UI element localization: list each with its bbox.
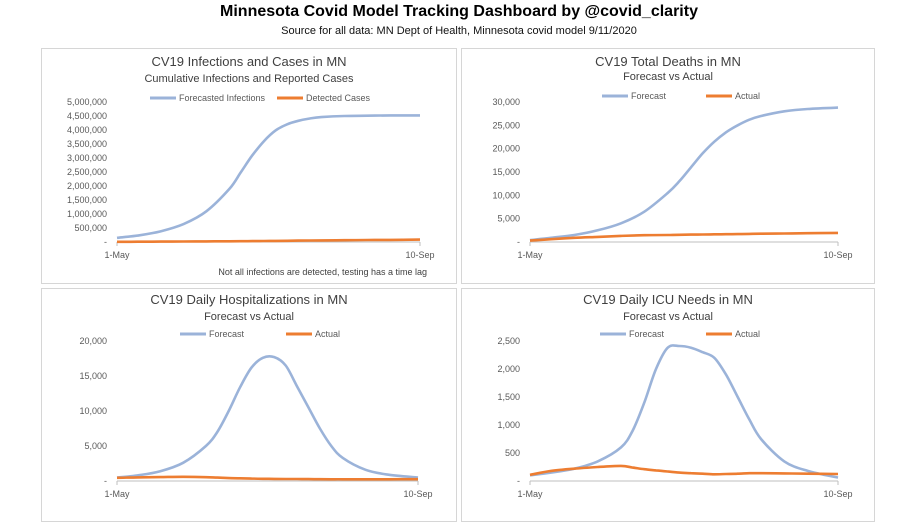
series-line-actual bbox=[529, 231, 839, 242]
y-tick-label: 10,000 bbox=[79, 406, 107, 416]
y-tick-label: 20,000 bbox=[79, 336, 107, 346]
y-tick-label: 2,500,000 bbox=[67, 167, 107, 177]
dashboard-title: Minnesota Covid Model Tracking Dashboard… bbox=[220, 3, 698, 20]
y-tick-label: 5,000 bbox=[497, 214, 520, 224]
y-tick-label: 4,000,000 bbox=[67, 125, 107, 135]
panel-icu: CV19 Daily ICU Needs in MN Forecast vs Ac… bbox=[461, 288, 875, 522]
chart-subtitle: Forecast vs Actual bbox=[204, 311, 294, 323]
legend-label: Actual bbox=[735, 329, 760, 339]
y-tick-label: 30,000 bbox=[492, 97, 520, 107]
y-tick-label: 2,000,000 bbox=[67, 181, 107, 191]
panel-deaths: CV19 Total Deaths in MN Forecast vs Actua… bbox=[461, 48, 875, 284]
y-tick-label: 4,500,000 bbox=[67, 111, 107, 121]
chart-subtitle: Forecast vs Actual bbox=[623, 71, 713, 83]
legend-label: Actual bbox=[315, 329, 340, 339]
y-tick-label: 2,000 bbox=[497, 364, 520, 374]
chart-title: CV19 Daily Hospitalizations in MN bbox=[150, 292, 347, 307]
legend-label: Forecast bbox=[631, 91, 667, 101]
y-tick-label: 2,500 bbox=[497, 336, 520, 346]
x-tick-label: 10-Sep bbox=[823, 489, 852, 499]
x-tick-label: 10-Sep bbox=[823, 250, 852, 260]
y-tick-label: - bbox=[517, 237, 520, 247]
y-tick-label: 1,000 bbox=[497, 420, 520, 430]
y-tick-label: 500 bbox=[505, 448, 520, 458]
panel-hospitalizations: CV19 Daily Hospitalizations in MN Forecas… bbox=[41, 288, 457, 522]
legend-label: Actual bbox=[735, 91, 760, 101]
y-tick-label: 1,000,000 bbox=[67, 209, 107, 219]
y-tick-label: 10,000 bbox=[492, 190, 520, 200]
y-tick-label: 3,500,000 bbox=[67, 139, 107, 149]
deaths-chart: CV19 Total Deaths in MN Forecast vs Actua… bbox=[492, 54, 852, 260]
chart-title: CV19 Infections and Cases in MN bbox=[151, 54, 346, 69]
icu-chart: CV19 Daily ICU Needs in MN Forecast vs Ac… bbox=[497, 292, 852, 499]
series-line-detected-cases bbox=[116, 238, 421, 244]
legend-label: Detected Cases bbox=[306, 93, 371, 103]
chart-note: Not all infections are detected, testing… bbox=[218, 267, 427, 277]
legend-label: Forecasted Infections bbox=[179, 93, 266, 103]
x-tick-label: 10-Sep bbox=[405, 250, 434, 260]
y-tick-label: - bbox=[104, 476, 107, 486]
infections-chart: CV19 Infections and Cases in MN Cumulativ… bbox=[67, 54, 435, 277]
hospitalizations-chart: CV19 Daily Hospitalizations in MN Forecas… bbox=[79, 292, 432, 499]
chart-title: CV19 Daily ICU Needs in MN bbox=[583, 292, 753, 307]
series-line-forecast bbox=[116, 354, 419, 479]
legend-label: Forecast bbox=[629, 329, 665, 339]
y-tick-label: 5,000,000 bbox=[67, 97, 107, 107]
series-line-actual bbox=[529, 464, 839, 477]
y-tick-label: 1,500,000 bbox=[67, 195, 107, 205]
series-line-forecast bbox=[529, 106, 839, 242]
y-tick-label: - bbox=[517, 476, 520, 486]
y-tick-label: 1,500 bbox=[497, 392, 520, 402]
x-tick-label: 1-May bbox=[104, 489, 130, 499]
dashboard-subtitle: Source for all data: MN Dept of Health, … bbox=[281, 25, 637, 37]
y-tick-label: 20,000 bbox=[492, 144, 520, 154]
y-tick-label: - bbox=[104, 237, 107, 247]
x-tick-label: 1-May bbox=[517, 250, 543, 260]
y-tick-label: 25,000 bbox=[492, 120, 520, 130]
x-tick-label: 1-May bbox=[517, 489, 543, 499]
chart-subtitle: Cumulative Infections and Reported Cases bbox=[144, 73, 354, 85]
y-tick-label: 3,000,000 bbox=[67, 153, 107, 163]
series-line-actual bbox=[116, 475, 419, 481]
series-line-forecasted-infections bbox=[116, 114, 420, 240]
x-tick-label: 1-May bbox=[104, 250, 130, 260]
chart-subtitle: Forecast vs Actual bbox=[623, 311, 713, 323]
series-line-forecast bbox=[529, 344, 839, 479]
x-tick-label: 10-Sep bbox=[403, 489, 432, 499]
y-tick-label: 15,000 bbox=[492, 167, 520, 177]
panel-infections: CV19 Infections and Cases in MN Cumulativ… bbox=[41, 48, 457, 284]
chart-title: CV19 Total Deaths in MN bbox=[595, 54, 741, 69]
legend-label: Forecast bbox=[209, 329, 245, 339]
y-tick-label: 15,000 bbox=[79, 371, 107, 381]
y-tick-label: 5,000 bbox=[84, 441, 107, 451]
y-tick-label: 500,000 bbox=[74, 223, 107, 233]
